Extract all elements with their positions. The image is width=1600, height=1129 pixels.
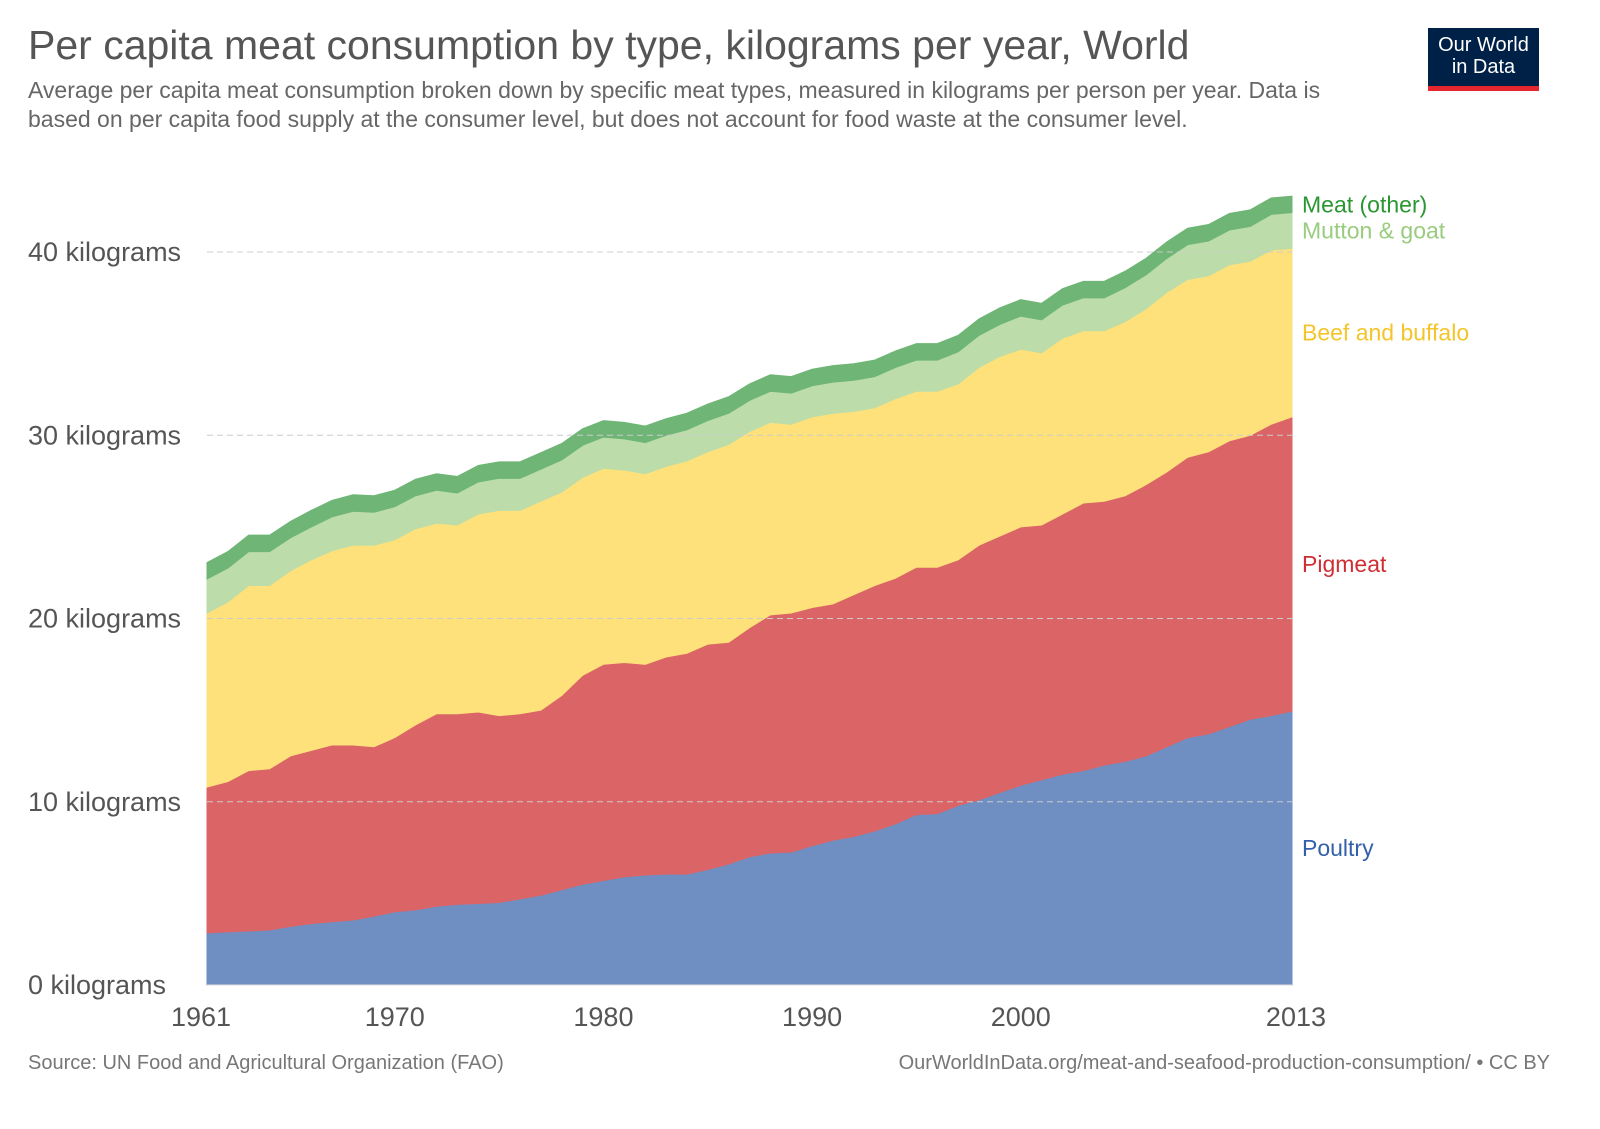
source-note: Source: UN Food and Agricultural Organiz… [28, 1052, 504, 1074]
x-tick-label: 1961 [171, 1002, 231, 1032]
series-label: Mutton & goat [1302, 217, 1446, 243]
area-meat-other- [206, 195, 1293, 580]
series-label: Beef and buffalo [1302, 320, 1469, 346]
logo-line-1: Our World [1438, 34, 1529, 56]
y-tick-label: 30 kilograms [28, 420, 181, 450]
y-tick-label: 0 kilograms [28, 970, 166, 1000]
y-tick-label: 40 kilograms [28, 237, 181, 267]
series-label: Pigmeat [1302, 551, 1387, 577]
source-url-link[interactable]: OurWorldInData.org/meat-and-seafood-prod… [898, 1052, 1550, 1074]
logo-line-2: in Data [1451, 56, 1516, 78]
x-tick-label: 1970 [365, 1002, 425, 1032]
x-tick-label: 2000 [991, 1002, 1051, 1032]
owid-logo[interactable]: Our World in Data [1428, 28, 1539, 91]
y-tick-label: 10 kilograms [28, 787, 181, 817]
x-tick-label: 2013 [1266, 1002, 1326, 1032]
chart-subtitle: Average per capita meat consumption brok… [28, 77, 1321, 132]
series-label: Poultry [1302, 835, 1374, 861]
series-label: Meat (other) [1302, 191, 1427, 217]
chart-title: Per capita meat consumption by type, kil… [28, 22, 1190, 68]
x-tick-label: 1990 [782, 1002, 842, 1032]
x-tick-label: 1980 [573, 1002, 633, 1032]
y-tick-label: 20 kilograms [28, 604, 181, 634]
